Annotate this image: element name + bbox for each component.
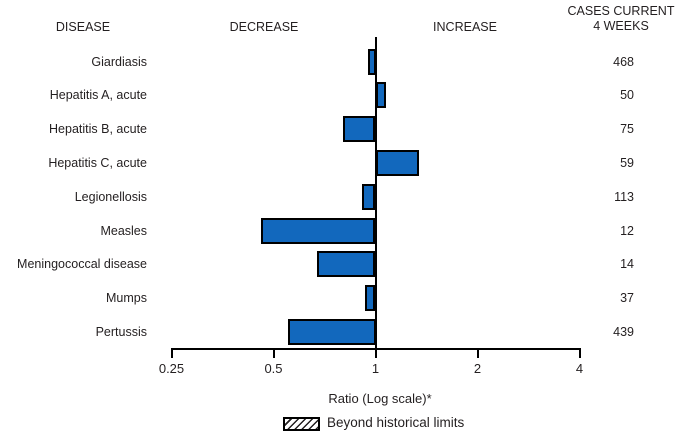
bar [375, 82, 386, 109]
bar [375, 149, 419, 176]
bar [316, 251, 376, 278]
disease-label: Measles [100, 223, 147, 238]
x-axis-tick-label: 0.5 [264, 361, 283, 376]
disease-label: Pertussis [95, 324, 147, 339]
column-header-decrease: DECREASE [229, 20, 299, 34]
disease-label: Legionellosis [74, 189, 147, 204]
column-header-increase: INCREASE [433, 20, 497, 34]
cases-value: 113 [614, 189, 634, 204]
x-axis-tick-label: 0.25 [158, 361, 185, 376]
bar [342, 116, 376, 143]
x-axis-tick-label: 1 [371, 361, 380, 376]
cases-value: 59 [620, 155, 634, 170]
x-axis-tick [374, 347, 377, 358]
disease-label: Hepatitis B, acute [49, 122, 147, 137]
x-axis-label: Ratio (Log scale)* [328, 391, 432, 406]
disease-label: Giardiasis [91, 54, 147, 69]
disease-label: Mumps [106, 291, 147, 306]
legend-label: Beyond historical limits [327, 415, 465, 430]
x-axis-tick-label: 2 [473, 361, 482, 376]
cases-value: 12 [620, 223, 634, 238]
disease-label: Hepatitis C, acute [48, 155, 147, 170]
baseline-rule [374, 37, 377, 350]
bar [287, 318, 376, 345]
bar [261, 217, 376, 244]
x-axis-tick-label: 4 [575, 361, 584, 376]
x-axis-tick [476, 347, 479, 358]
cases-value: 50 [620, 88, 634, 103]
x-axis-tick [272, 347, 275, 358]
cases-value: 75 [620, 122, 634, 137]
x-axis-tick [170, 347, 173, 358]
x-axis-tick [578, 347, 581, 358]
cases-value: 468 [613, 54, 634, 69]
legend-hatch-swatch [283, 417, 320, 431]
column-header-cases-line1: CASES CURRENT [567, 4, 675, 18]
column-header-disease: DISEASE [55, 20, 111, 34]
bar [361, 183, 376, 210]
cases-value: 439 [613, 324, 634, 339]
cases-value: 37 [620, 291, 634, 306]
disease-label: Meningococcal disease [17, 257, 147, 272]
disease-label: Hepatitis A, acute [49, 88, 147, 103]
column-header-cases-line2: 4 WEEKS [593, 19, 649, 33]
cases-value: 14 [620, 257, 634, 272]
